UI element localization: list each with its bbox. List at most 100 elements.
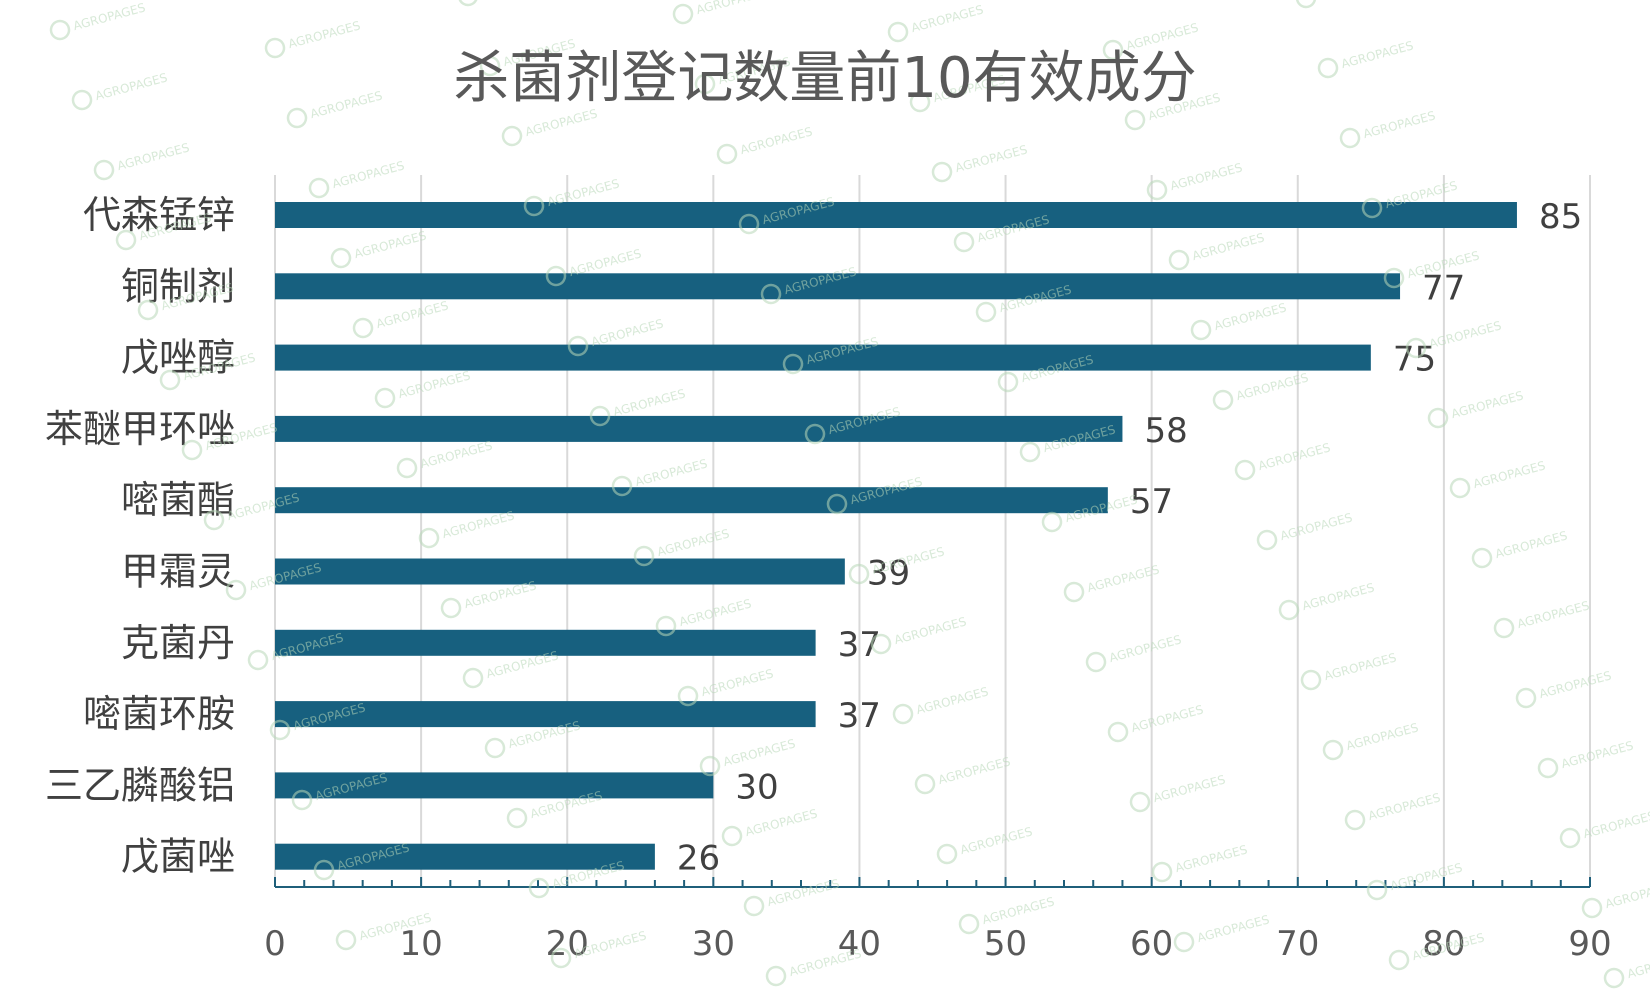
watermark-logo: AGROPAGES: [1295, 0, 1393, 9]
watermark-logo: AGROPAGES: [1168, 230, 1266, 271]
x-axis: [274, 877, 1591, 888]
watermark-logo: AGROPAGES: [672, 0, 770, 25]
watermark-ring: [203, 509, 225, 531]
watermark-ring: [760, 283, 782, 305]
watermark-ring: [264, 37, 286, 59]
watermark-ring: [848, 563, 870, 585]
bar: [275, 772, 714, 799]
data-label: 39: [867, 554, 910, 594]
watermark-ring: [1361, 197, 1383, 219]
watermark-text: AGROPAGES: [94, 70, 169, 103]
watermark-logo: AGROPAGES: [892, 684, 990, 725]
watermark-text: AGROPAGES: [1389, 860, 1464, 893]
watermark-text: AGROPAGES: [1257, 440, 1332, 473]
watermark-text: AGROPAGES: [634, 456, 709, 489]
watermark-ring: [743, 895, 765, 917]
watermark-text: AGROPAGES: [612, 386, 687, 419]
watermark-ring: [1151, 861, 1173, 883]
watermark-ring: [501, 125, 523, 147]
watermark-text: AGROPAGES: [893, 614, 968, 647]
watermark-logo: AGROPAGES: [1339, 108, 1437, 149]
watermark-ring: [93, 159, 115, 181]
watermark-text: AGROPAGES: [1472, 458, 1547, 491]
watermark-ring: [506, 807, 528, 829]
category-label: 戊菌唑: [121, 835, 235, 879]
watermark-text: AGROPAGES: [937, 754, 1012, 787]
watermark-text: AGROPAGES: [744, 806, 819, 839]
x-tick-label: 70: [1276, 924, 1319, 964]
watermark-ring: [826, 493, 848, 515]
watermark-logo: AGROPAGES: [1085, 632, 1183, 673]
category-label: 克菌丹: [121, 621, 235, 665]
watermark-text: AGROPAGES: [1191, 230, 1266, 263]
watermark-ring: [49, 19, 71, 41]
watermark-text: AGROPAGES: [1279, 510, 1354, 543]
watermark-ring: [914, 773, 936, 795]
watermark-ring: [1019, 441, 1041, 463]
category-label: 苯醚甲环唑: [45, 407, 235, 451]
x-tick-label: 90: [1568, 924, 1611, 964]
watermark-logo: AGROPAGES: [264, 18, 362, 59]
watermark-ring: [1129, 791, 1151, 813]
watermark-text: AGROPAGES: [981, 894, 1056, 927]
watermark-logo: AGROPAGES: [1212, 370, 1310, 411]
watermark-text: AGROPAGES: [1301, 580, 1376, 613]
category-label: 嘧菌酯: [121, 478, 235, 522]
watermark-logo: AGROPAGES: [677, 666, 775, 707]
x-tick-label: 80: [1422, 924, 1465, 964]
category-label: 戊唑醇: [121, 336, 235, 380]
watermark-ring: [1383, 267, 1405, 289]
watermark-text: AGROPAGES: [678, 596, 753, 629]
data-label: 37: [838, 625, 881, 665]
watermark-ring: [71, 89, 93, 111]
x-tick-label: 10: [399, 924, 442, 964]
watermark-ring: [479, 55, 501, 77]
watermark-text: AGROPAGES: [1516, 598, 1591, 631]
watermark-ring: [611, 475, 633, 497]
watermark-ring: [655, 615, 677, 637]
watermark-ring: [1322, 739, 1344, 761]
watermark-ring: [1515, 687, 1537, 709]
watermark-logo: AGROPAGES: [308, 158, 406, 199]
watermark-logo: AGROPAGES: [721, 806, 819, 847]
watermark-ring: [313, 859, 335, 881]
watermark-ring: [1085, 651, 1107, 673]
watermark-text: AGROPAGES: [590, 316, 665, 349]
watermark-ring: [677, 685, 699, 707]
watermark-text: AGROPAGES: [1130, 702, 1205, 735]
watermark-ring: [1190, 319, 1212, 341]
watermark-text: AGROPAGES: [915, 684, 990, 717]
watermark-text: AGROPAGES: [1174, 842, 1249, 875]
watermark-text: AGROPAGES: [397, 368, 472, 401]
watermark-ring: [159, 369, 181, 391]
watermark-text: AGROPAGES: [1626, 948, 1650, 981]
watermark-logo: AGROPAGES: [1107, 702, 1205, 743]
watermark-ring: [1471, 547, 1493, 569]
watermark-logo: AGROPAGES: [1278, 580, 1376, 621]
watermark-ring: [699, 755, 721, 777]
watermark-ring: [1146, 179, 1168, 201]
watermark-ring: [931, 161, 953, 183]
bar: [275, 344, 1371, 371]
x-tick-label: 0: [264, 924, 286, 964]
watermark-ring: [953, 231, 975, 253]
x-tick-label: 60: [1130, 924, 1173, 964]
watermark-ring: [137, 299, 159, 321]
watermark-ring: [1427, 407, 1449, 429]
watermark-logo: AGROPAGES: [1129, 772, 1227, 813]
watermark-ring: [1256, 529, 1278, 551]
watermark-logo: AGROPAGES: [1427, 388, 1525, 429]
watermark-text: AGROPAGES: [1538, 668, 1613, 701]
watermark-ring: [892, 703, 914, 725]
watermark-ring: [1041, 511, 1063, 533]
watermark-text: AGROPAGES: [722, 736, 797, 769]
chart-title: 杀菌剂登记数量前10有效成分: [453, 46, 1196, 111]
watermark-ring: [936, 843, 958, 865]
watermark-logo: AGROPAGES: [1581, 878, 1650, 919]
watermark-text: AGROPAGES: [788, 946, 863, 979]
watermark-logo: AGROPAGES: [1173, 912, 1271, 953]
watermark-ring: [909, 91, 931, 113]
data-label: 37: [838, 696, 881, 736]
